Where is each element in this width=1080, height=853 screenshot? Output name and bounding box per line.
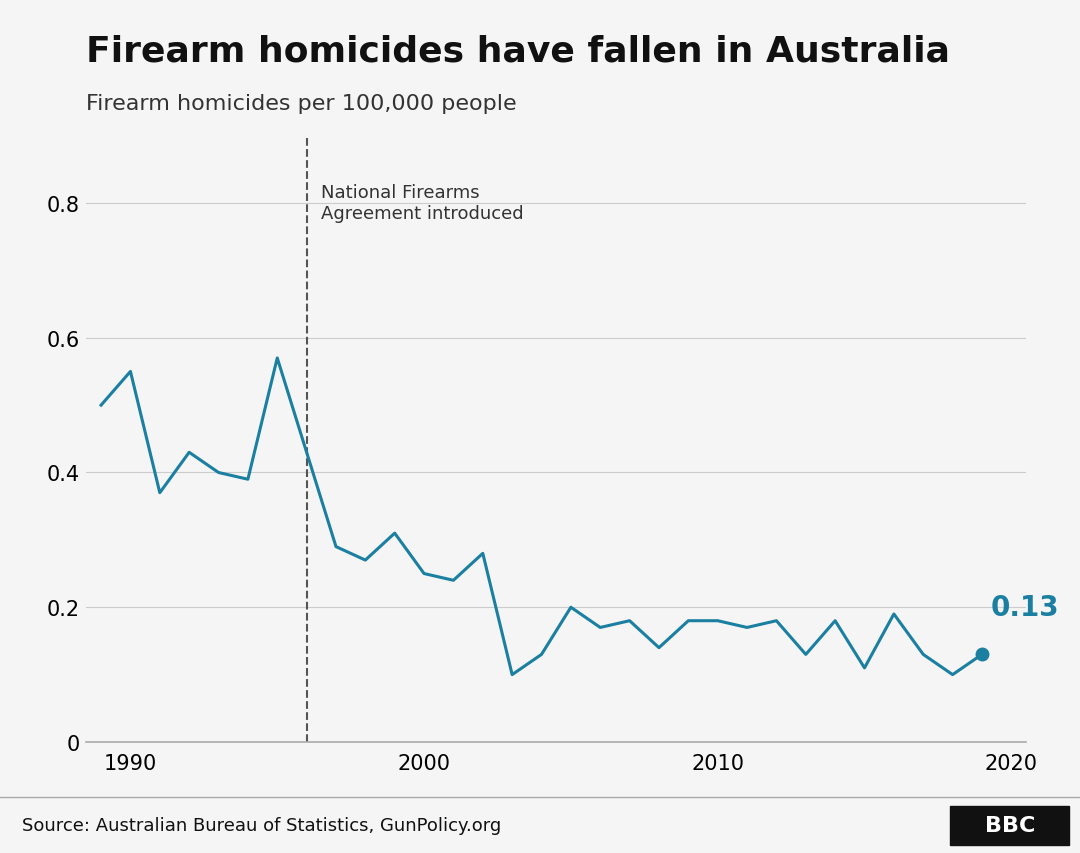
Bar [950, 806, 1069, 844]
Text: Firearm homicides have fallen in Australia: Firearm homicides have fallen in Austral… [86, 34, 950, 68]
Text: Source: Australian Bureau of Statistics, GunPolicy.org: Source: Australian Bureau of Statistics,… [22, 816, 501, 834]
Text: National Firearms
Agreement introduced: National Firearms Agreement introduced [322, 183, 524, 223]
Text: Firearm homicides per 100,000 people: Firearm homicides per 100,000 people [86, 94, 517, 113]
Text: 0.13: 0.13 [990, 594, 1059, 622]
Text: BBC: BBC [985, 815, 1035, 835]
